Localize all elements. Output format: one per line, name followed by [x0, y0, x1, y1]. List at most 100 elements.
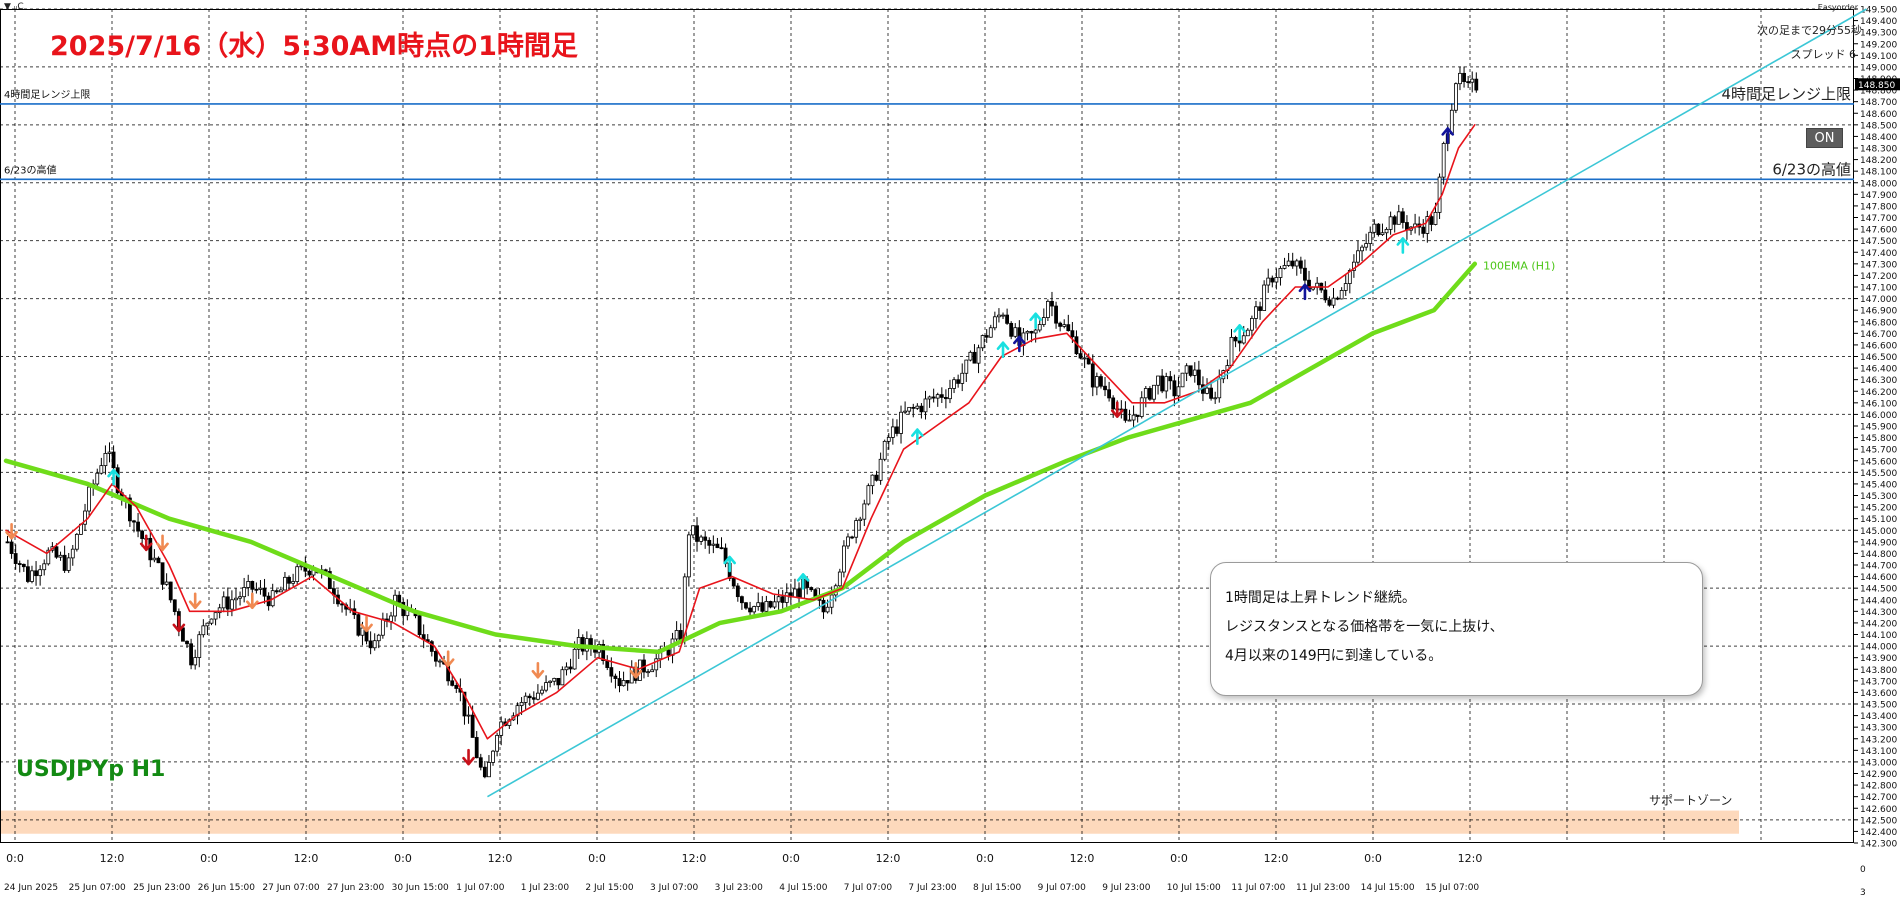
candle-body: [1250, 318, 1254, 331]
buy-signal-arrow: [1013, 335, 1026, 353]
x-axis-date-label: 8 Jul 15:00: [973, 883, 1022, 893]
y-axis-tick-label: 148.300: [1860, 145, 1897, 155]
y-axis-tick-label: 142.400: [1860, 828, 1897, 838]
candle-body: [1352, 261, 1356, 271]
on-toggle-button[interactable]: ON: [1806, 128, 1843, 148]
y-axis-tick-label: 143.700: [1860, 677, 1897, 687]
y-axis-tick-label: 147.500: [1860, 237, 1897, 247]
support-zone-band: [1, 810, 1739, 834]
candle-body: [83, 510, 87, 525]
x-axis-tick-label: 12:0: [294, 852, 319, 865]
candle-body: [136, 521, 140, 532]
candle-body: [776, 596, 781, 603]
candle-body: [548, 680, 553, 683]
candle-body: [691, 525, 695, 536]
candle-body: [797, 588, 801, 599]
candle-body: [540, 689, 544, 694]
candle-body: [140, 530, 145, 539]
candle-body: [1139, 397, 1144, 417]
x-axis-tick-label: 0:0: [394, 852, 412, 865]
candle-body: [397, 594, 402, 603]
candle-body: [719, 547, 724, 550]
candle-body: [295, 566, 300, 582]
x-axis-date-label: 1 Jul 07:00: [456, 883, 505, 893]
candle-body: [748, 607, 752, 613]
candle-body: [185, 640, 189, 645]
y-axis-tick-label: 144.900: [1860, 538, 1897, 548]
candle-body: [189, 643, 194, 666]
x-axis-date-label: 10 Jul 15:00: [1167, 883, 1221, 893]
y-axis-tick-label: 148.500: [1860, 121, 1897, 131]
candle-body: [1131, 414, 1136, 421]
y-axis-tick-label: 146.100: [1860, 399, 1897, 409]
candle-body: [1425, 216, 1430, 234]
candle-body: [127, 497, 132, 522]
candle-body: [1262, 284, 1267, 311]
candle-body: [107, 451, 112, 454]
x-axis-date-label: 3 Jul 23:00: [715, 883, 764, 893]
candle-body: [1209, 387, 1213, 399]
x-axis-date-label: 26 Jun 15:00: [198, 883, 255, 893]
candle-body: [111, 451, 116, 469]
y-axis-tick-label: 143.900: [1860, 654, 1897, 664]
candle-body: [980, 335, 985, 349]
candle-body: [1078, 353, 1083, 359]
candle-body: [1470, 78, 1475, 83]
candle-body: [438, 660, 442, 663]
candle-body: [944, 397, 948, 400]
candle-body: [193, 657, 198, 666]
candle-body: [756, 602, 761, 607]
y-axis-tick-label: 145.000: [1860, 527, 1897, 537]
candle-body: [711, 543, 716, 546]
candle-body: [372, 640, 377, 649]
candle-body: [327, 571, 332, 590]
candle-body: [809, 587, 814, 591]
candle-body: [1270, 277, 1275, 283]
current-price-marker: [1855, 78, 1900, 91]
candle-body: [935, 394, 940, 399]
candle-body: [1421, 226, 1426, 234]
y-axis-tick-label: 147.600: [1860, 226, 1897, 236]
y-axis-tick-label: 147.400: [1860, 249, 1897, 259]
sell-signal-arrow: [629, 661, 643, 679]
candle-body: [54, 546, 59, 558]
candle-body: [666, 649, 671, 656]
y-axis-tick-label: 143.400: [1860, 712, 1897, 722]
candle-body: [903, 410, 907, 413]
candle-body: [1156, 375, 1160, 386]
sell-signal-arrow: [246, 592, 259, 610]
candle-body: [874, 474, 879, 481]
candle-body: [564, 666, 569, 671]
candle-body: [246, 581, 251, 588]
broker-label: Easyorder: [1817, 3, 1858, 12]
buy-signal-arrow: [796, 573, 810, 590]
candle-body: [368, 640, 373, 649]
sell-signal-arrow: [188, 592, 202, 610]
candle-body: [482, 766, 487, 778]
y-axis-tick-label: 145.400: [1860, 480, 1897, 490]
candle-body: [703, 536, 708, 541]
y-axis-tick-label: 144.700: [1860, 562, 1897, 572]
candle-body: [1160, 375, 1165, 392]
y-axis-tick-label: 148.800: [1860, 87, 1897, 97]
y-axis-tick-label: 148.000: [1860, 179, 1897, 189]
top-left-menu-label[interactable]: ▼ ᵤC: [4, 2, 24, 12]
x-axis-tick-label: 0:0: [588, 852, 606, 865]
candle-body: [1372, 223, 1377, 233]
y-axis-tick-label: 145.600: [1860, 457, 1897, 467]
candle-body: [1152, 384, 1156, 400]
x-axis-tick-label: 12:0: [876, 852, 901, 865]
candle-body: [1164, 376, 1169, 392]
candle-body: [217, 607, 222, 614]
candle-body: [491, 750, 495, 763]
candle-body: [699, 536, 703, 542]
candle-body: [1168, 376, 1173, 382]
candle-body: [1025, 331, 1030, 334]
candle-body: [103, 453, 108, 467]
x-axis-tick-label: 0:0: [1364, 852, 1382, 865]
x-axis-date-label: 27 Jun 07:00: [262, 883, 319, 893]
candle-body: [238, 596, 242, 599]
candle-body: [784, 592, 789, 603]
